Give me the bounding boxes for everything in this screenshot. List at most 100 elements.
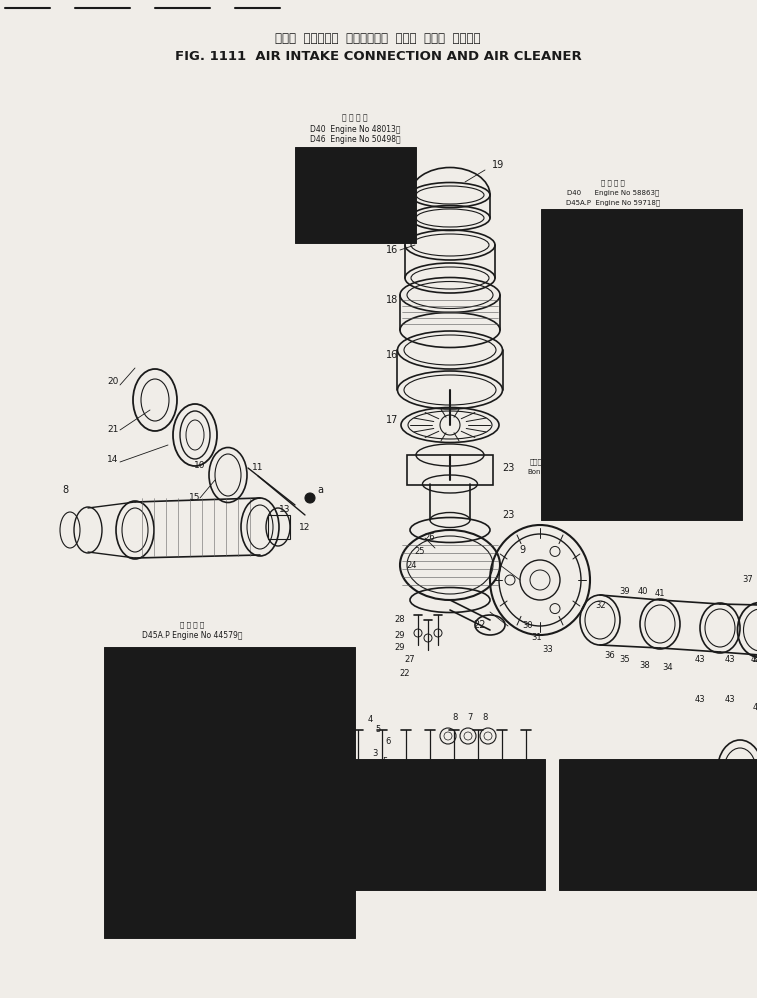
Text: 20: 20 — [107, 377, 119, 386]
Text: 12: 12 — [369, 189, 381, 198]
Text: 22: 22 — [400, 669, 410, 678]
Text: 35: 35 — [620, 656, 631, 665]
Text: 37: 37 — [752, 656, 757, 665]
Text: 1: 1 — [732, 380, 737, 389]
Text: 56: 56 — [730, 300, 740, 309]
Text: 12: 12 — [299, 523, 310, 532]
Text: 11: 11 — [252, 463, 263, 472]
Text: 31: 31 — [531, 634, 542, 643]
Text: 26: 26 — [425, 533, 435, 542]
Text: 1: 1 — [428, 865, 432, 874]
Text: 33: 33 — [543, 646, 553, 655]
Text: 51: 51 — [116, 718, 126, 727]
Text: 23: 23 — [502, 510, 514, 520]
Text: 6: 6 — [391, 766, 396, 775]
Text: 55: 55 — [730, 315, 740, 324]
Text: 25: 25 — [415, 548, 425, 557]
Bar — [105, 648, 355, 938]
Text: 39: 39 — [620, 588, 631, 597]
Text: 21: 21 — [107, 425, 119, 434]
Text: D40      Engine No 58863～: D40 Engine No 58863～ — [567, 190, 659, 197]
Text: D46  Engine No 50498～: D46 Engine No 50498～ — [310, 135, 400, 144]
Text: 9: 9 — [519, 545, 525, 555]
Text: 60: 60 — [560, 283, 571, 292]
Text: 42: 42 — [752, 704, 757, 713]
Text: 2: 2 — [428, 880, 432, 889]
Text: 14: 14 — [107, 455, 119, 464]
Text: 40: 40 — [637, 588, 648, 597]
Bar — [125, 858, 180, 893]
Text: 4B: 4B — [560, 360, 571, 369]
Text: 5: 5 — [382, 757, 388, 766]
Text: 43: 43 — [695, 656, 706, 665]
Text: 8: 8 — [482, 714, 488, 723]
Circle shape — [305, 493, 315, 503]
Text: 8: 8 — [453, 714, 458, 723]
Text: 29: 29 — [394, 631, 405, 640]
Text: 5: 5 — [732, 351, 737, 360]
Text: 29: 29 — [394, 644, 405, 653]
Bar — [296, 148, 416, 243]
Text: 43: 43 — [695, 696, 706, 705]
Text: 42: 42 — [751, 656, 757, 665]
Text: Bonnet: Bonnet — [528, 469, 553, 475]
Text: 6: 6 — [560, 395, 565, 404]
Text: 43: 43 — [724, 656, 735, 665]
Text: 15: 15 — [189, 492, 201, 502]
Text: 55: 55 — [560, 335, 571, 344]
Bar — [560, 760, 757, 890]
Text: 38: 38 — [640, 661, 650, 670]
Text: 4A: 4A — [730, 485, 740, 494]
Text: 24: 24 — [407, 561, 417, 570]
Text: FIG. 1111  AIR INTAKE CONNECTION AND AIR CLEANER: FIG. 1111 AIR INTAKE CONNECTION AND AIR … — [175, 50, 581, 63]
Text: 59: 59 — [560, 263, 571, 272]
Text: 28: 28 — [394, 616, 405, 625]
Text: 3: 3 — [372, 748, 378, 757]
Text: 41: 41 — [655, 590, 665, 599]
Bar — [345, 760, 545, 890]
Text: 22: 22 — [474, 620, 486, 630]
Text: 37: 37 — [743, 576, 753, 585]
Text: 45: 45 — [235, 790, 245, 799]
Text: 適 用 号 番: 適 用 号 番 — [601, 180, 625, 187]
Bar — [296, 148, 416, 243]
Text: 17: 17 — [385, 415, 398, 425]
Text: 45: 45 — [215, 777, 226, 786]
Bar — [407, 455, 493, 485]
Circle shape — [645, 325, 675, 355]
Text: 5: 5 — [375, 726, 381, 735]
Text: 8: 8 — [62, 485, 68, 495]
Bar — [345, 760, 545, 890]
Text: 34: 34 — [662, 664, 673, 673]
Text: D45A.P  Engine No 59718～: D45A.P Engine No 59718～ — [566, 200, 660, 207]
Text: 53: 53 — [116, 750, 126, 759]
Text: 適 用 号 番: 適 用 号 番 — [342, 114, 368, 123]
Text: 16: 16 — [386, 245, 398, 255]
Text: 47: 47 — [269, 755, 280, 764]
Text: 16: 16 — [386, 350, 398, 360]
Text: 19: 19 — [492, 160, 504, 170]
Text: D45A.P Engine No 44579～: D45A.P Engine No 44579～ — [142, 632, 242, 641]
Text: 57: 57 — [730, 226, 740, 235]
Text: 30: 30 — [522, 621, 534, 630]
Bar — [542, 210, 742, 520]
Text: 48: 48 — [116, 768, 126, 777]
Text: 3: 3 — [732, 335, 737, 344]
Text: From Fuel Injection Pump Governor: From Fuel Injection Pump Governor — [122, 699, 248, 705]
Text: 23: 23 — [502, 463, 514, 473]
Text: 58: 58 — [560, 244, 571, 252]
Text: 18: 18 — [386, 295, 398, 305]
Text: D40  Engine No 48013～: D40 Engine No 48013～ — [310, 125, 400, 134]
Text: 10: 10 — [195, 460, 206, 469]
Text: ボンネット: ボンネット — [529, 459, 550, 465]
Bar — [105, 648, 355, 938]
Text: 44: 44 — [170, 790, 180, 799]
Text: 27: 27 — [404, 656, 415, 665]
Text: a: a — [317, 485, 323, 495]
Text: 52: 52 — [116, 734, 126, 743]
Text: 燃料噴射ポンプカバナより: 燃料噴射ポンプカバナより — [159, 687, 211, 694]
Text: (OP)   トリミング仕様: (OP) トリミング仕様 — [157, 659, 213, 668]
Text: 6: 6 — [732, 365, 737, 374]
Bar — [268, 515, 290, 539]
Text: 7: 7 — [467, 714, 472, 723]
